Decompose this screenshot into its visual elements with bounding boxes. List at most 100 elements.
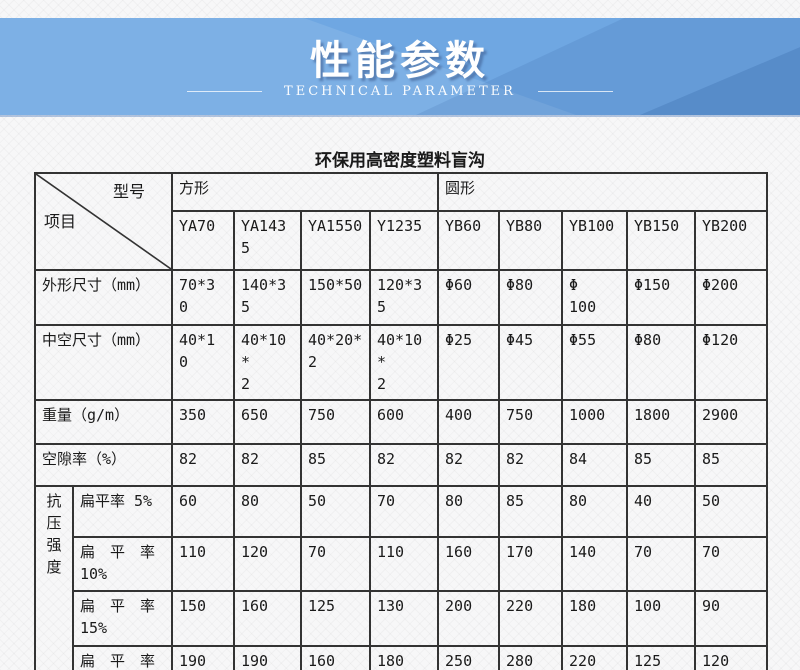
value-cell: 140: [561, 536, 629, 592]
value-cell: 70*3 0: [171, 269, 235, 326]
banner-subtitle-text: TECHNICAL PARAMETER: [284, 84, 516, 99]
value-cell: Φ 100: [561, 269, 629, 326]
diagonal-line: [36, 174, 171, 269]
table-row-hollow-size: 中空尺寸（mm） 40*1 0 40*10* 2 40*20* 2 40*10*…: [34, 323, 769, 402]
value-cell: Φ45: [498, 323, 564, 402]
value-cell: 180: [368, 644, 440, 670]
model-header: YB80: [498, 210, 564, 271]
value-cell: 2900: [694, 399, 769, 446]
value-cell: 160: [233, 589, 302, 647]
value-cell: 40*10* 2: [233, 323, 302, 402]
value-cell: 190: [233, 644, 302, 670]
subtitle-right-line: [537, 91, 613, 92]
header-model-label: 型号: [112, 182, 145, 201]
value-cell: 90: [694, 589, 769, 647]
value-cell: 750: [498, 399, 564, 446]
table-row-flatness-15: 扁 平 率 15% 150 160 125 130 200 220 180 10…: [35, 589, 769, 647]
value-cell: 50: [694, 485, 769, 539]
value-cell: 85: [626, 443, 697, 488]
value-cell: 82: [437, 443, 501, 488]
model-header: YB60: [437, 210, 501, 271]
value-cell: 70: [626, 536, 697, 592]
value-cell: 220: [561, 644, 629, 670]
row-label-flatness-5: 扁平率 5%: [72, 485, 173, 539]
value-cell: 350: [171, 399, 235, 446]
value-cell: Φ120: [694, 323, 769, 402]
model-header: YB100: [561, 210, 629, 271]
value-cell: Φ200: [694, 269, 769, 326]
value-cell: 150*50: [300, 269, 371, 326]
value-cell: 50: [300, 485, 371, 539]
value-cell: 70: [368, 485, 440, 539]
banner-title: 性能参数: [310, 38, 490, 84]
value-cell: 125: [300, 589, 371, 647]
value-cell: 110: [368, 536, 440, 592]
header-model-row: YA70 YA1435 YA1550 Y1235 YB60 YB80 YB100…: [35, 210, 769, 271]
value-cell: 80: [437, 485, 501, 539]
value-cell: 82: [171, 443, 235, 488]
row-label-flatness-20: 扁 平 率 20%: [72, 644, 173, 670]
row-label-outer-size: 外形尺寸（mm）: [34, 269, 173, 326]
value-cell: Φ55: [561, 323, 629, 402]
table-row-flatness-10: 扁 平 率 10% 110 120 70 110 160 170 140 70 …: [35, 536, 769, 592]
row-group-label-compression: 抗压强度: [34, 485, 74, 670]
model-header: YB150: [626, 210, 697, 271]
diagonal-header-cell: 型号 项目: [34, 172, 173, 271]
value-cell: 120: [694, 644, 769, 670]
model-header: YA1435: [233, 210, 302, 271]
value-cell: 280: [498, 644, 564, 670]
value-cell: 82: [498, 443, 564, 488]
value-cell: 600: [368, 399, 440, 446]
value-cell: Φ150: [626, 269, 697, 326]
table-title: 环保用高密度塑料盲沟: [315, 151, 485, 171]
spec-table: 型号 项目 方形 圆形 YA70 YA1435 YA1550 Y1235 YB6…: [34, 171, 769, 670]
row-label-flatness-15: 扁 平 率 15%: [72, 589, 173, 647]
value-cell: 130: [368, 589, 440, 647]
table-row-flatness-5: 抗压强度 扁平率 5% 60 80 50 70 80 85 80 40 50: [34, 485, 769, 670]
value-cell: 1800: [626, 399, 697, 446]
value-cell: 85: [694, 443, 769, 488]
model-header: YA1550: [300, 210, 371, 271]
row-label-flatness-10: 扁 平 率 10%: [72, 536, 173, 592]
value-cell: 140*35: [233, 269, 302, 326]
value-cell: 170: [498, 536, 564, 592]
value-cell: 150: [171, 589, 235, 647]
banner: 性能参数 TECHNICAL PARAMETER: [0, 18, 800, 115]
value-cell: 84: [561, 443, 629, 488]
model-header: Y1235: [368, 210, 440, 271]
value-cell: 40*10* 2: [368, 323, 440, 402]
value-cell: 85: [300, 443, 371, 488]
value-cell: 120: [233, 536, 302, 592]
row-label-weight: 重量（g/m）: [34, 399, 173, 446]
value-cell: 1000: [561, 399, 629, 446]
model-header: YB200: [694, 210, 769, 271]
value-cell: 220: [498, 589, 564, 647]
value-cell: 160: [300, 644, 371, 670]
value-cell: 120*35: [368, 269, 440, 326]
group-header-round: 圆形: [437, 171, 769, 213]
row-label-hollow-size: 中空尺寸（mm）: [34, 323, 173, 402]
subtitle-left-line: [187, 91, 263, 92]
value-cell: 40: [626, 485, 697, 539]
value-cell: 110: [171, 536, 235, 592]
value-cell: Φ25: [437, 323, 501, 402]
table-row-flatness-20: 扁 平 率 20% 190 190 160 180 250 280 220 12…: [35, 644, 769, 670]
value-cell: Φ60: [437, 269, 501, 326]
value-cell: Φ80: [626, 323, 697, 402]
value-cell: 82: [368, 443, 440, 488]
value-cell: 650: [233, 399, 302, 446]
value-cell: 40*1 0: [171, 323, 235, 402]
table-row-outer-size: 外形尺寸（mm） 70*3 0 140*35 150*50 120*35 Φ60…: [34, 269, 769, 326]
value-cell: Φ80: [498, 269, 564, 326]
value-cell: 100: [626, 589, 697, 647]
table-row-porosity: 空隙率（%） 82 82 85 82 82 82 84 85 85: [34, 443, 769, 488]
value-cell: 400: [437, 399, 501, 446]
value-cell: 80: [233, 485, 302, 539]
value-cell: 40*20* 2: [300, 323, 371, 402]
value-cell: 60: [171, 485, 235, 539]
value-cell: 750: [300, 399, 371, 446]
header-group-row: 型号 项目 方形 圆形: [34, 171, 769, 271]
value-cell: 250: [437, 644, 501, 670]
value-cell: 82: [233, 443, 302, 488]
